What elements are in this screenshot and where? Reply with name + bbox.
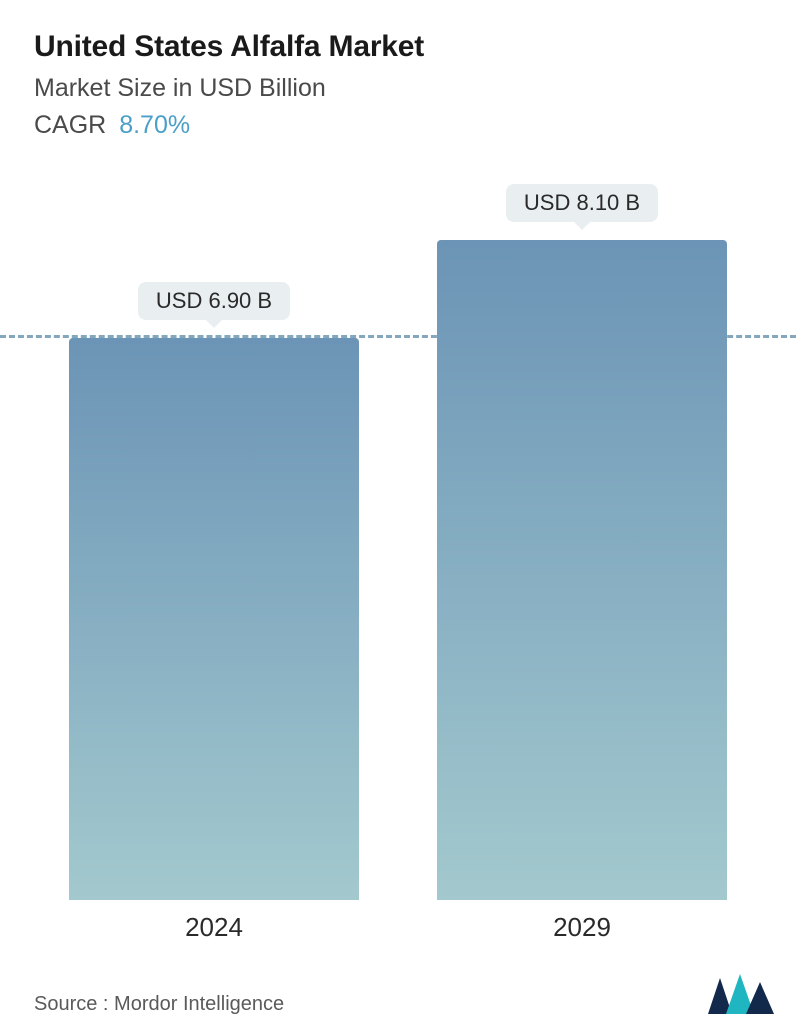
bar-column: USD 8.10 B xyxy=(422,184,742,900)
chart-header: United States Alfalfa Market Market Size… xyxy=(0,0,796,140)
chart-footer: Source : Mordor Intelligence xyxy=(34,972,776,1016)
bar xyxy=(437,240,727,900)
x-axis: 2024 2029 xyxy=(0,900,796,943)
chart-subtitle: Market Size in USD Billion xyxy=(34,74,762,103)
x-axis-label: 2029 xyxy=(422,912,742,943)
x-axis-label: 2024 xyxy=(54,912,374,943)
chart-area: USD 6.90 B USD 8.10 B xyxy=(0,180,796,900)
value-pill: USD 8.10 B xyxy=(506,184,658,222)
source-text: Source : Mordor Intelligence xyxy=(34,993,284,1016)
bar-column: USD 6.90 B xyxy=(54,282,374,900)
cagr-label: CAGR xyxy=(34,111,106,139)
cagr-value: 8.70% xyxy=(119,111,190,139)
bars-container: USD 6.90 B USD 8.10 B xyxy=(0,180,796,900)
chart-title: United States Alfalfa Market xyxy=(34,30,762,64)
cagr-row: CAGR 8.70% xyxy=(34,111,762,140)
mordor-logo-icon xyxy=(706,972,776,1016)
bar xyxy=(69,338,359,900)
value-pill: USD 6.90 B xyxy=(138,282,290,320)
